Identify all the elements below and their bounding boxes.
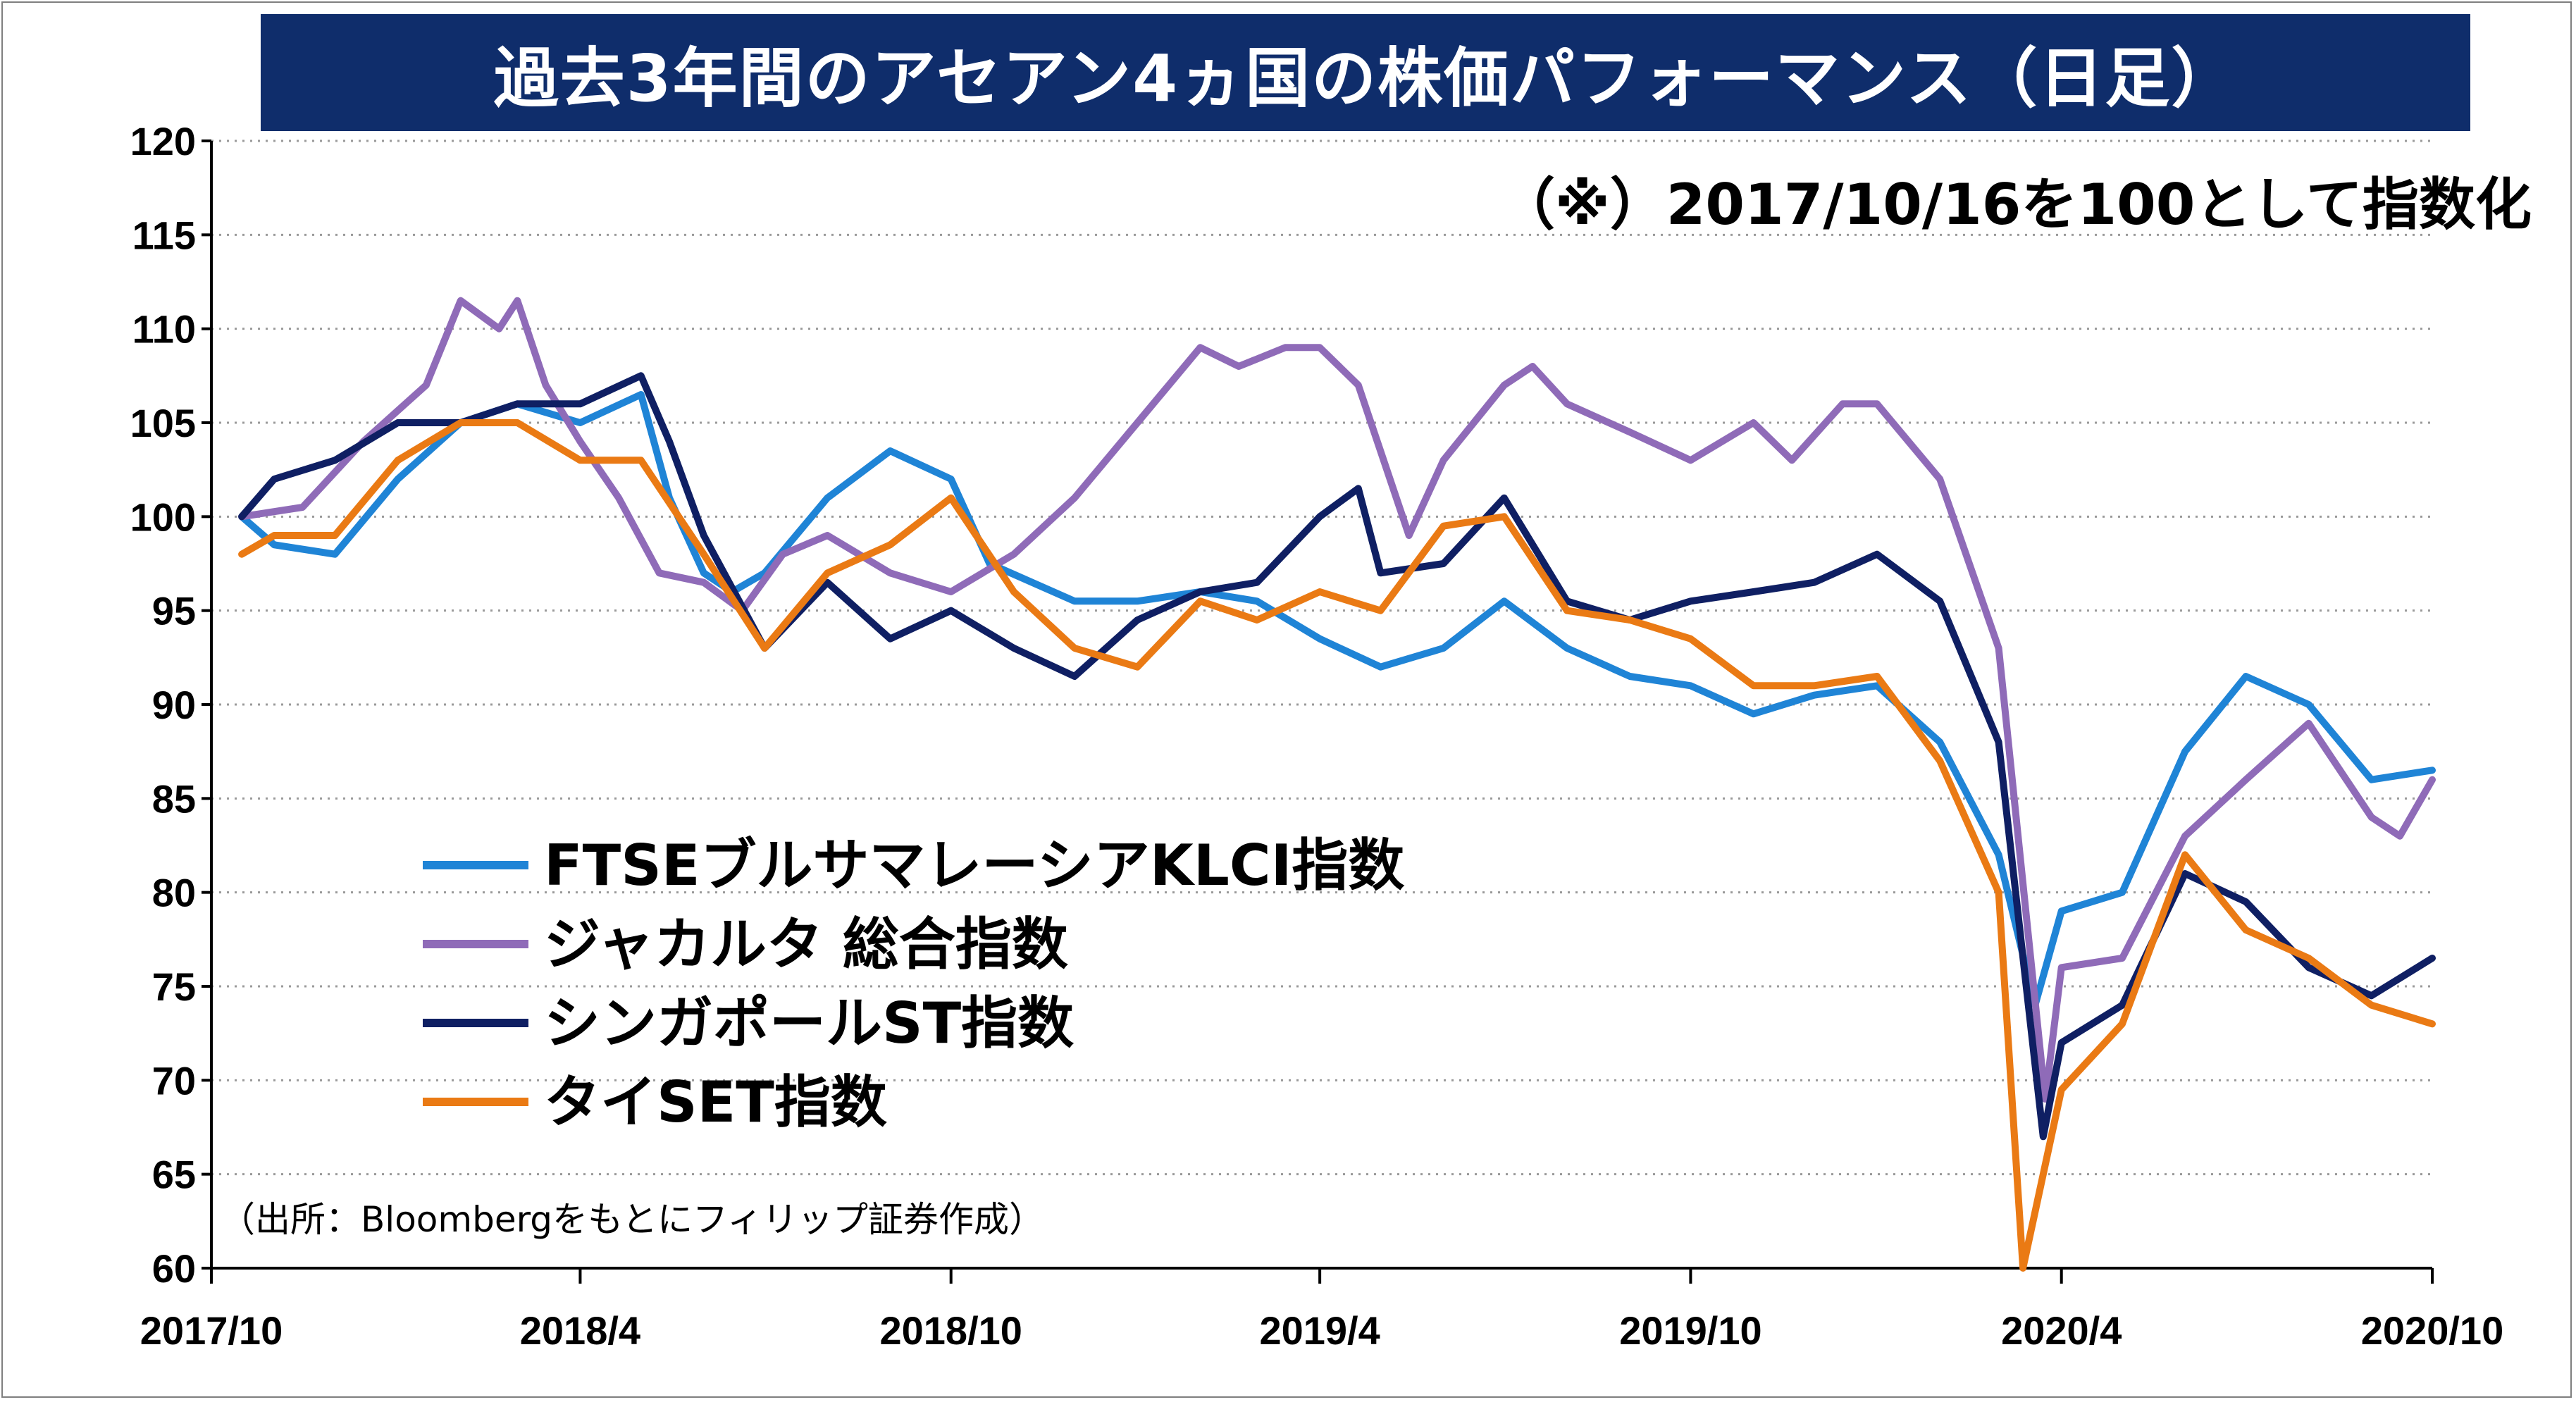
y-tick-label: 110: [132, 307, 196, 352]
legend-label-3: タイSET指数: [544, 1069, 887, 1135]
y-tick-label: 70: [152, 1058, 196, 1103]
x-tick-label: 2018/10: [879, 1308, 1022, 1353]
chart-title: 過去3年間のアセアン4ヵ国の株価パフォーマンス（日足）: [493, 40, 2238, 116]
x-tick-label: 2020/4: [2001, 1308, 2122, 1353]
title-bar: 過去3年間のアセアン4ヵ国の株価パフォーマンス（日足）: [261, 14, 2470, 131]
x-tick-label: 2019/4: [1259, 1308, 1380, 1353]
source-note: （出所：Bloombergをもとにフィリップ証券作成）: [220, 1199, 1044, 1240]
x-tick-label: 2019/10: [1619, 1308, 1761, 1353]
series-lines: [238, 297, 2436, 1272]
axes: 60 65 70 75 80 85 90 95 100 105 110 115 120 2017/10 20…: [130, 119, 2504, 1353]
y-tick-label: 120: [130, 119, 196, 163]
y-tick-label: 80: [152, 871, 196, 915]
y-tick-label: 75: [152, 964, 196, 1009]
y-tick-label: 100: [130, 495, 196, 539]
y-tick-label: 105: [130, 401, 196, 445]
series-line-2: [238, 372, 2436, 1141]
legend-label-0: FTSEブルサマレーシアKLCI指数: [544, 833, 1404, 898]
y-tick-label: 95: [152, 589, 196, 633]
y-tick-label: 60: [152, 1246, 196, 1291]
y-tick-label: 85: [152, 776, 196, 821]
x-tick-label: 2020/10: [2361, 1308, 2503, 1353]
y-tick-label: 90: [152, 683, 196, 727]
y-tick-label: 65: [152, 1153, 196, 1197]
series-line-0: [238, 391, 2436, 1009]
legend-label-2: シンガポールST指数: [544, 991, 1074, 1056]
series-line-3: [238, 419, 2436, 1272]
legend-label-1: ジャカルタ 総合指数: [544, 912, 1068, 977]
series-line-1: [238, 297, 2436, 1103]
x-tick-label: 2018/4: [520, 1308, 640, 1353]
y-tick-label: 115: [132, 213, 196, 257]
x-tick-label: 2017/10: [140, 1308, 283, 1353]
index-note: （※）2017/10/16を100として指数化: [1499, 172, 2532, 237]
